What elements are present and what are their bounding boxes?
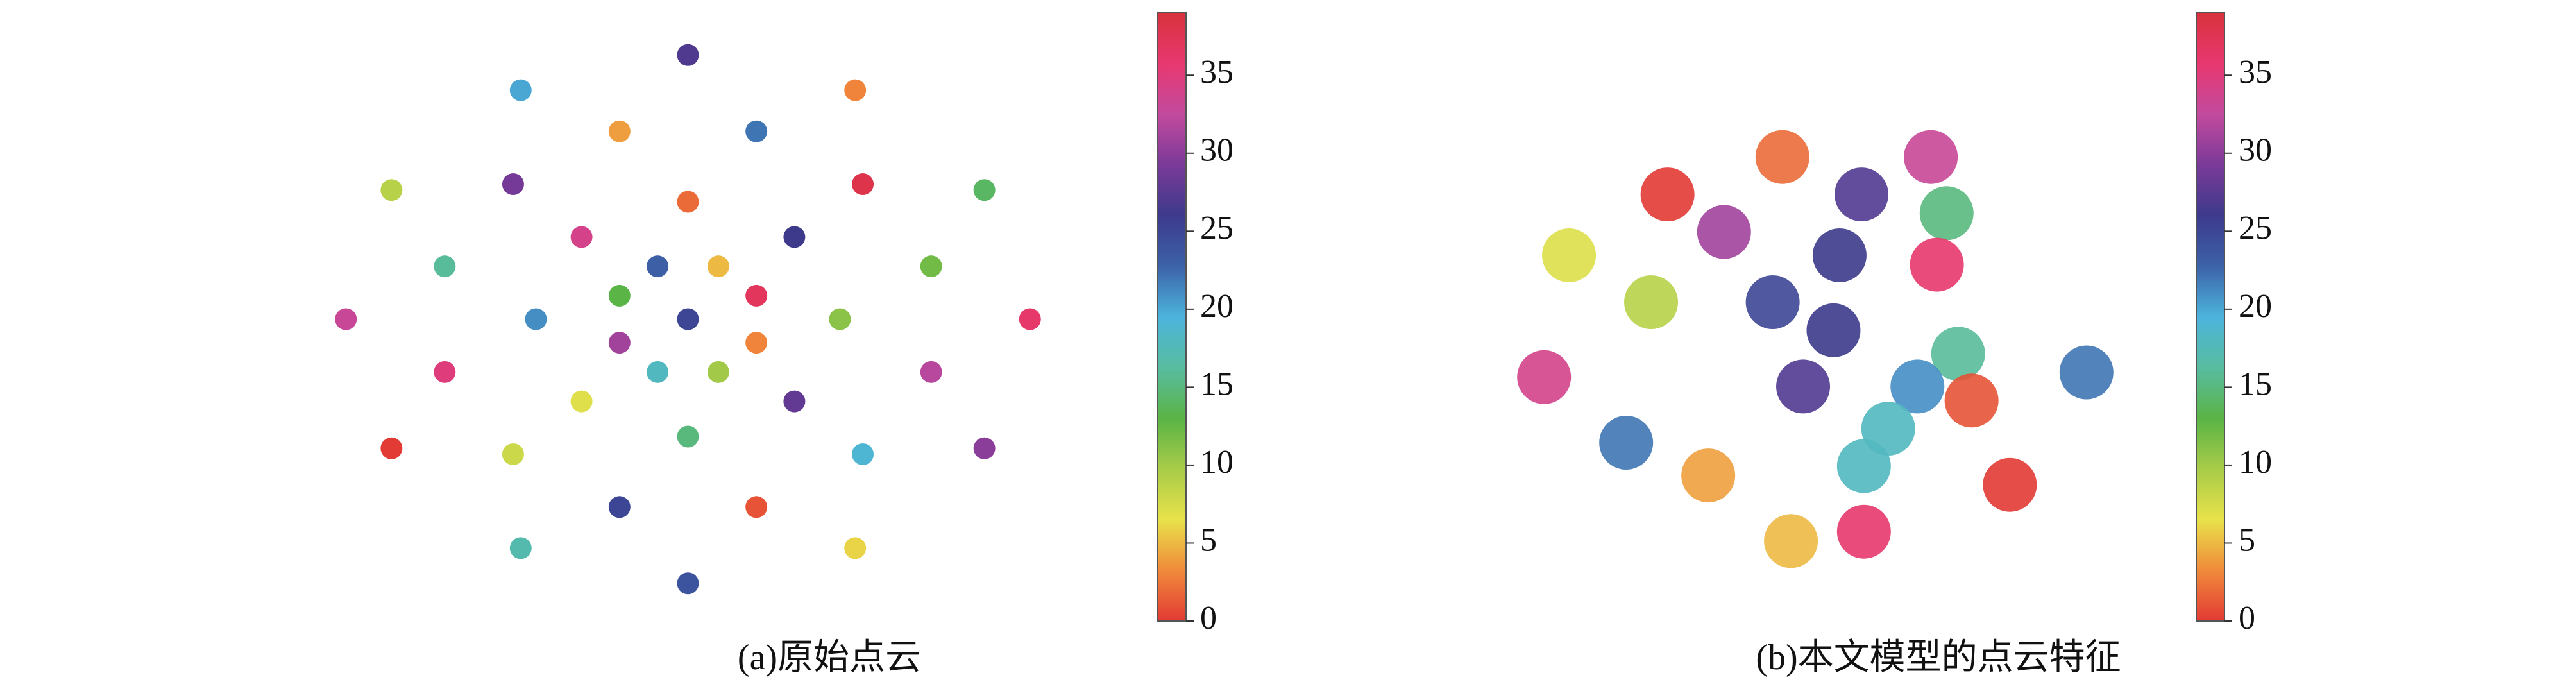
colorbar — [2196, 12, 2225, 622]
point — [973, 179, 996, 201]
point — [745, 496, 768, 518]
point — [608, 332, 631, 354]
point — [608, 284, 631, 307]
point — [1755, 130, 1809, 184]
colorbar-tick-label: 5 — [2239, 522, 2255, 558]
point — [844, 537, 867, 559]
colorbar-tick-label: 10 — [2239, 444, 2272, 481]
point — [745, 284, 768, 307]
colorbar-tick-label: 0 — [2239, 600, 2255, 636]
point — [1019, 308, 1041, 330]
point — [1890, 359, 1945, 414]
colorbar-tick-label: 20 — [2239, 288, 2272, 325]
colorbar-tick-label: 35 — [1200, 54, 1233, 90]
colorbar-tick-label: 15 — [1200, 366, 1233, 402]
point — [1697, 205, 1751, 259]
colorbar — [1157, 12, 1187, 622]
point — [1904, 130, 1958, 184]
point — [1517, 350, 1572, 404]
colorbar-tick-label: 0 — [1200, 600, 1217, 636]
point — [1776, 359, 1831, 414]
point — [1542, 228, 1597, 282]
point — [677, 425, 699, 448]
colorbar-tick-label: 30 — [2239, 132, 2272, 169]
scatter-plot — [1517, 130, 2114, 568]
point — [1681, 448, 1736, 503]
colorbar-tick-label: 15 — [2239, 366, 2272, 402]
point — [509, 537, 532, 559]
point — [1640, 167, 1695, 222]
point — [1919, 186, 1974, 241]
point — [570, 226, 593, 248]
point — [783, 390, 806, 413]
point — [1861, 402, 1915, 456]
point — [1812, 228, 1867, 282]
colorbar-tick-label: 25 — [2239, 210, 2272, 246]
point — [1745, 275, 1800, 329]
point — [783, 226, 806, 248]
point — [707, 361, 729, 383]
point — [509, 79, 532, 101]
point — [677, 191, 699, 213]
point — [434, 361, 456, 383]
colorbar-tick-label: 20 — [1200, 288, 1233, 325]
point — [525, 308, 547, 330]
point — [677, 44, 699, 66]
point — [844, 79, 867, 101]
point — [647, 255, 669, 278]
colorbar-tick-label: 25 — [1200, 210, 1233, 246]
point — [707, 255, 729, 278]
point — [434, 255, 456, 278]
point — [380, 437, 403, 459]
point — [677, 572, 699, 595]
point — [1910, 237, 1964, 292]
point — [608, 496, 631, 518]
point — [570, 390, 593, 413]
point — [829, 308, 851, 330]
point — [920, 255, 942, 278]
point — [1624, 275, 1679, 329]
point — [502, 443, 524, 465]
point — [1806, 303, 1861, 357]
point — [647, 361, 669, 383]
point — [380, 179, 403, 201]
caption: (a)原始点云 — [738, 638, 921, 678]
point — [973, 437, 996, 459]
caption: (b)本文模型的点云特征 — [1756, 638, 2121, 678]
point — [502, 173, 524, 196]
colorbar-tick-label: 5 — [1200, 522, 1217, 558]
point — [335, 308, 357, 330]
point — [745, 120, 768, 142]
scatter-plot — [335, 44, 1041, 595]
colorbar-tick-label: 10 — [1200, 444, 1233, 481]
point — [920, 361, 942, 383]
point — [1764, 514, 1818, 568]
colorbar-tick-label: 30 — [1200, 132, 1233, 169]
point — [1983, 457, 2037, 512]
point — [1931, 327, 1985, 381]
point — [608, 120, 631, 142]
point — [745, 332, 768, 354]
point — [1944, 373, 1999, 428]
point — [852, 443, 874, 465]
point — [852, 173, 874, 196]
point — [1599, 416, 1654, 470]
point — [677, 308, 699, 330]
point — [2059, 345, 2114, 400]
colorbar-tick-label: 35 — [2239, 54, 2272, 90]
point — [1835, 167, 1889, 222]
point — [1836, 504, 1891, 559]
